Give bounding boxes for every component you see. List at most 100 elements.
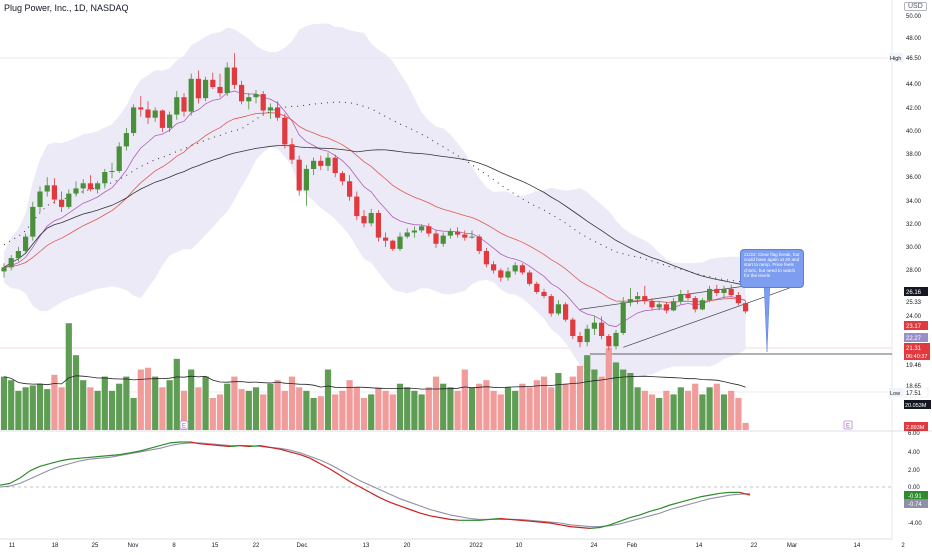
volume-bar [720,394,728,430]
annotation-note[interactable]: 21/22: Clear flag break, but could base … [740,249,804,288]
price-tick-label: 40.00 [906,129,922,135]
signal-line [29,473,41,480]
volume-bar [684,390,692,430]
candle-body [116,146,122,171]
candle [390,239,396,251]
volume-bar [202,376,209,430]
volume-bar [440,383,447,430]
candle [455,227,461,238]
note-pointer [763,281,771,353]
candle-body [80,183,86,189]
volume-bar [699,394,706,430]
volume-bar [58,387,65,430]
signal-line [159,445,171,449]
macd-line [269,446,281,450]
candle-body [282,117,288,145]
macd-line [229,445,241,448]
volume-bar [612,362,620,430]
candle [195,70,201,104]
macd-line [89,455,101,458]
macd-line [299,454,311,459]
candle [591,316,597,335]
candle [138,96,144,117]
candle-body [476,236,482,251]
low-tag-bg [889,388,903,397]
macd-line [79,456,91,459]
earnings-marker[interactable] [179,420,189,430]
candle-body [390,240,396,249]
signal-line [389,493,401,500]
candle-body [253,94,259,98]
macd-line [289,451,301,456]
macd-tick-label: 4.00 [908,450,920,456]
volume-bar [101,376,108,430]
candle-body [109,171,115,172]
macd-line [659,504,671,510]
flag-lower-line [623,287,791,348]
signal-line [359,480,371,486]
volume-bar [231,376,238,430]
volume-bar [108,390,116,430]
volume-bar [360,398,368,430]
candle-body [426,226,432,234]
candle-body [303,168,309,191]
volume-ma-line [3,375,746,390]
candle [174,91,180,120]
candle [231,53,237,89]
macd-tick-label: 2.00 [908,468,920,474]
price-tick-label: 18.65 [906,384,922,390]
macd-line [379,497,391,503]
volume-bar [87,387,94,430]
candle [15,246,21,262]
time-tick-label: 13 [363,543,370,549]
candle-body [311,160,317,169]
candle-body [663,304,669,311]
candle [642,285,648,305]
countdown-label: 06:40:37 [906,354,927,360]
volume-bar [267,383,274,430]
currency-badge[interactable]: USD [904,2,927,11]
macd-line [199,443,211,446]
time-tick-label: 8 [172,543,176,549]
time-tick-label: 15 [212,543,219,549]
volume-bar [332,394,339,430]
candle-body [599,322,605,336]
volume-bar [51,374,58,430]
volume-bar [670,394,677,430]
volume-bar [166,380,173,430]
volume-bar [677,387,684,430]
signal-line [709,496,721,500]
candle [663,302,669,314]
macd-line [139,447,151,452]
volume-bar [72,355,80,430]
signal-line [629,517,641,522]
macd-line [309,457,321,465]
candle [1,263,7,278]
signal-line [349,474,361,482]
candle [685,289,691,301]
candle [440,232,446,247]
volume-bar [188,369,195,430]
candle-body [260,94,266,111]
macd-line [569,526,581,529]
volume-bar [224,383,231,430]
volume-bar [15,390,22,430]
price-tick-label: 44.00 [906,82,922,88]
candle-body [541,291,547,296]
price-label: 26.16 [906,290,922,296]
candle [498,268,504,282]
macd-line [419,512,431,517]
candle-body [267,107,273,111]
candle-body [95,183,101,190]
earnings-marker[interactable] [843,420,853,430]
macd-line [669,501,681,506]
candle-body [692,298,698,310]
candle-body [649,301,655,308]
signal-line [39,469,51,475]
candle [339,171,345,186]
price-label-bg [904,297,928,306]
volume-bar [576,365,584,430]
macd-line [489,517,501,520]
